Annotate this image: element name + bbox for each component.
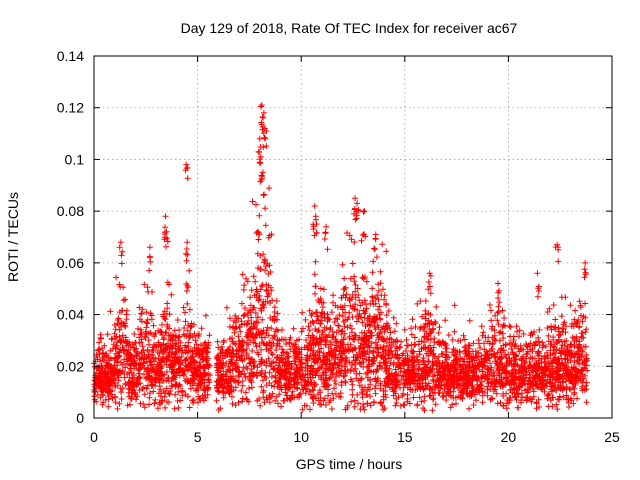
- x-axis-label: GPS time / hours: [296, 456, 403, 472]
- roti-point-markers: [91, 102, 590, 414]
- y-tick-label: 0.12: [57, 100, 84, 116]
- x-tick-label: 5: [194, 429, 202, 445]
- y-tick-label: 0.1: [65, 151, 85, 167]
- x-tick-label: 20: [501, 429, 517, 445]
- y-tick-label: 0.02: [57, 358, 84, 374]
- plot-frame: [93, 55, 613, 419]
- x-tick-labels: 0 5 10 15 20 25: [90, 429, 620, 445]
- y-tick-label: 0.08: [57, 203, 84, 219]
- y-tick-label: 0.14: [57, 48, 84, 64]
- x-tick-label: 15: [397, 429, 413, 445]
- y-axis-label: ROTI / TECUs: [5, 192, 21, 282]
- y-tick-labels: 0 0.02 0.04 0.06 0.08 0.1 0.12 0.14: [57, 48, 84, 426]
- data-points: [91, 102, 590, 414]
- y-tick-label: 0.04: [57, 307, 84, 323]
- y-tick-label: 0: [76, 410, 84, 426]
- y-tick-label: 0.06: [57, 255, 84, 271]
- x-tick-label: 0: [90, 429, 98, 445]
- chart-title: Day 129 of 2018, Rate Of TEC Index for r…: [181, 20, 518, 36]
- axis-ticks: [93, 55, 613, 419]
- x-tick-label: 25: [604, 429, 620, 445]
- x-tick-label: 10: [293, 429, 309, 445]
